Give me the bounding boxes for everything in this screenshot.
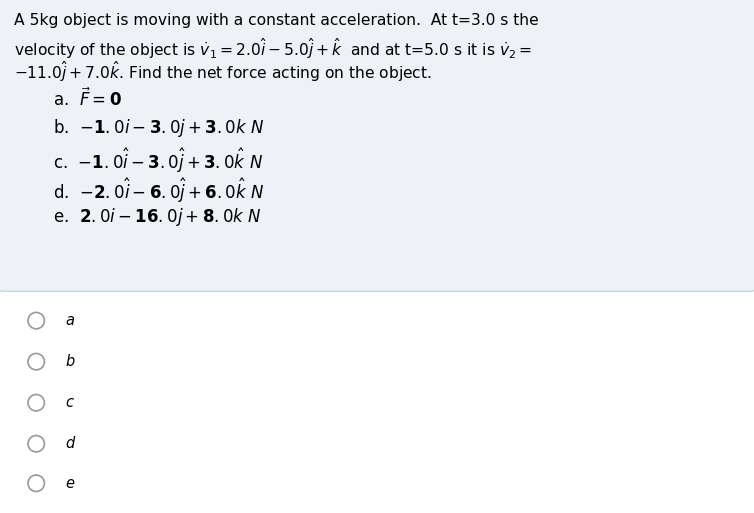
Text: $-11.0\hat{j} + 7.0\hat{k}$. Find the net force acting on the object.: $-11.0\hat{j} + 7.0\hat{k}$. Find the ne…	[14, 59, 431, 84]
Text: d.  $-\mathbf{2}.0\hat{i} - \mathbf{6}.0\hat{j} + \mathbf{6}.0\hat{k}\ N$: d. $-\mathbf{2}.0\hat{i} - \mathbf{6}.0\…	[53, 176, 264, 205]
Text: b.  $-\mathbf{1}.0i - \mathbf{3}.0j + \mathbf{3}.0k\ N$: b. $-\mathbf{1}.0i - \mathbf{3}.0j + \ma…	[53, 117, 264, 139]
Text: c: c	[66, 395, 73, 410]
Text: velocity of the object is $\dot{v}_1 = 2.0\hat{i} - 5.0\hat{j} + \hat{k}$  and a: velocity of the object is $\dot{v}_1 = 2…	[14, 36, 532, 61]
Text: e.  $\mathbf{2}.0i - \mathbf{16}.0j + \mathbf{8}.0k\ N$: e. $\mathbf{2}.0i - \mathbf{16}.0j + \ma…	[53, 206, 262, 228]
Text: d: d	[66, 436, 75, 451]
Text: A 5kg object is moving with a constant acceleration.  At t=3.0 s the: A 5kg object is moving with a constant a…	[14, 13, 538, 28]
FancyBboxPatch shape	[0, 0, 754, 291]
Text: c.  $-\mathbf{1}.0\hat{i} - \mathbf{3}.0\hat{j} + \mathbf{3}.0\hat{k}\ N$: c. $-\mathbf{1}.0\hat{i} - \mathbf{3}.0\…	[53, 147, 263, 175]
Text: a: a	[66, 313, 75, 328]
Text: e: e	[66, 476, 75, 491]
Text: b: b	[66, 354, 75, 369]
Text: a.  $\vec{F} = \mathbf{0}$: a. $\vec{F} = \mathbf{0}$	[53, 87, 121, 110]
